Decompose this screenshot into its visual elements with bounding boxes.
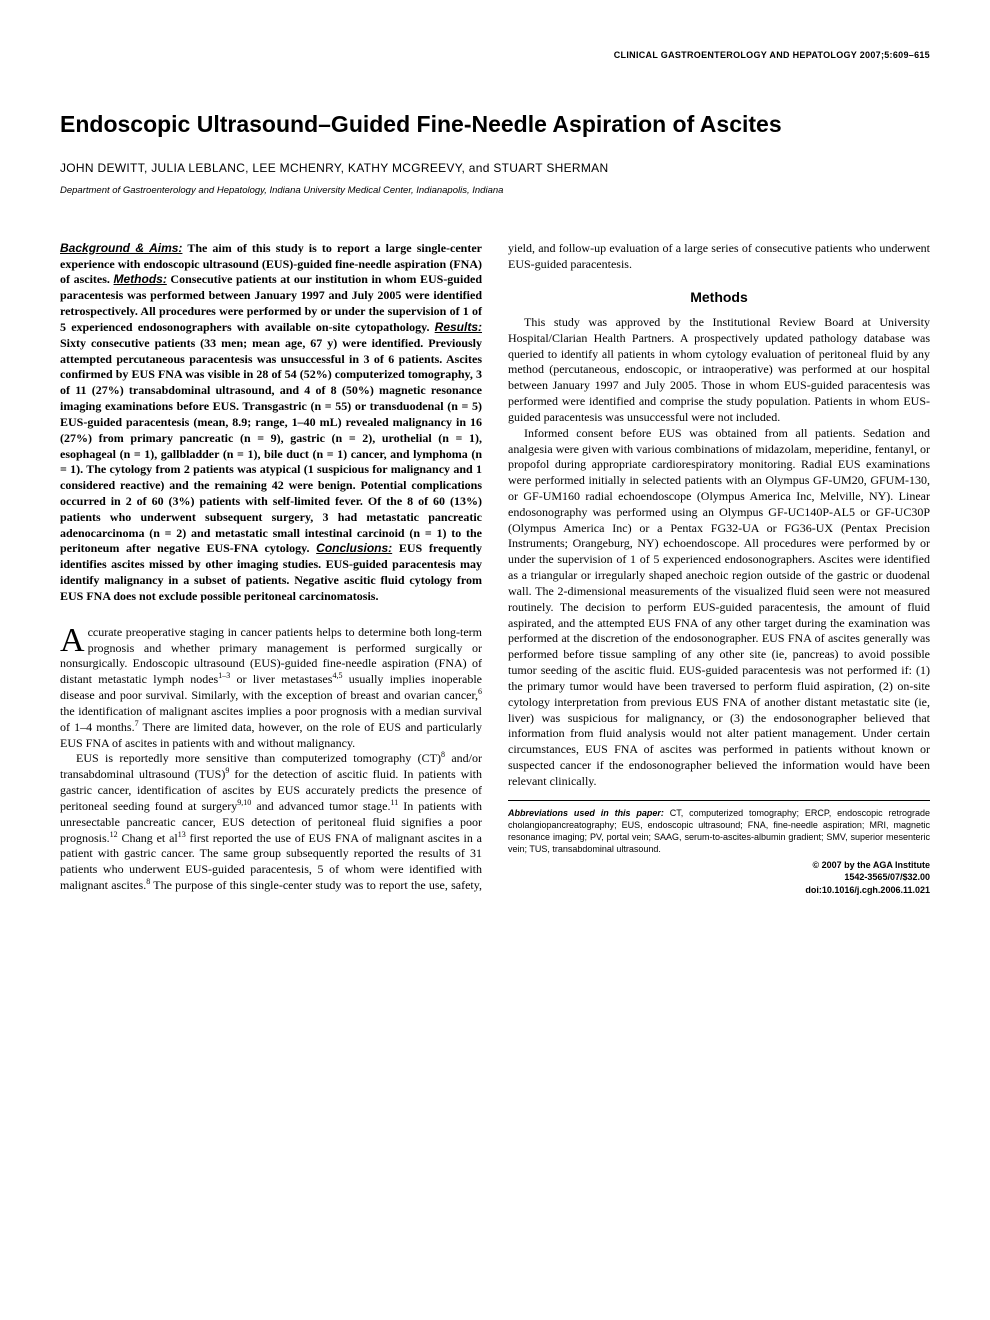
intro-p2-d: and advanced tumor stage.	[251, 799, 390, 813]
intro-p2-f: Chang et al	[118, 831, 178, 845]
affiliation: Department of Gastroenterology and Hepat…	[60, 185, 930, 196]
ref-sup: 9,10	[237, 798, 251, 807]
ref-sup: 6	[478, 687, 482, 696]
copyright-line-2: 1542-3565/07/$32.00	[508, 871, 930, 883]
copyright-block: © 2007 by the AGA Institute 1542-3565/07…	[508, 859, 930, 895]
abstract-conclusions-label: Conclusions:	[316, 541, 392, 555]
author-list: JOHN DEWITT, JULIA LEBLANC, LEE MCHENRY,…	[60, 161, 930, 175]
two-column-body: Background & Aims: The aim of this study…	[60, 241, 930, 896]
ref-sup: 13	[178, 830, 186, 839]
copyright-line-3: doi:10.1016/j.cgh.2006.11.021	[508, 884, 930, 896]
article-title: Endoscopic Ultrasound–Guided Fine-Needle…	[60, 110, 930, 139]
ref-sup: 1–3	[218, 671, 230, 680]
abstract-results-text: Sixty consecutive patients (33 men; mean…	[60, 336, 482, 556]
footer-rule	[508, 800, 930, 801]
abstract-methods-label: Methods:	[114, 272, 167, 286]
running-head: CLINICAL GASTROENTEROLOGY AND HEPATOLOGY…	[60, 50, 930, 60]
copyright-line-1: © 2007 by the AGA Institute	[508, 859, 930, 871]
methods-paragraph-2: Informed consent before EUS was obtained…	[508, 426, 930, 790]
intro-p1-b: or liver metastases	[230, 672, 332, 686]
abstract-block: Background & Aims: The aim of this study…	[60, 241, 482, 605]
ref-sup: 12	[110, 830, 118, 839]
abstract-background-label: Background & Aims:	[60, 241, 182, 255]
abbrev-lead: Abbreviations used in this paper:	[508, 808, 664, 818]
methods-heading: Methods	[508, 288, 930, 306]
methods-paragraph-1: This study was approved by the Instituti…	[508, 315, 930, 426]
abbreviations-block: Abbreviations used in this paper: CT, co…	[508, 807, 930, 856]
intro-paragraph-1: Accurate preoperative staging in cancer …	[60, 625, 482, 752]
intro-p2-a: EUS is reportedly more sensitive than co…	[76, 751, 441, 765]
abstract-results-label: Results:	[435, 320, 482, 334]
ref-sup: 4,5	[332, 671, 342, 680]
footer-box: Abbreviations used in this paper: CT, co…	[508, 800, 930, 896]
dropcap-letter: A	[60, 625, 88, 656]
